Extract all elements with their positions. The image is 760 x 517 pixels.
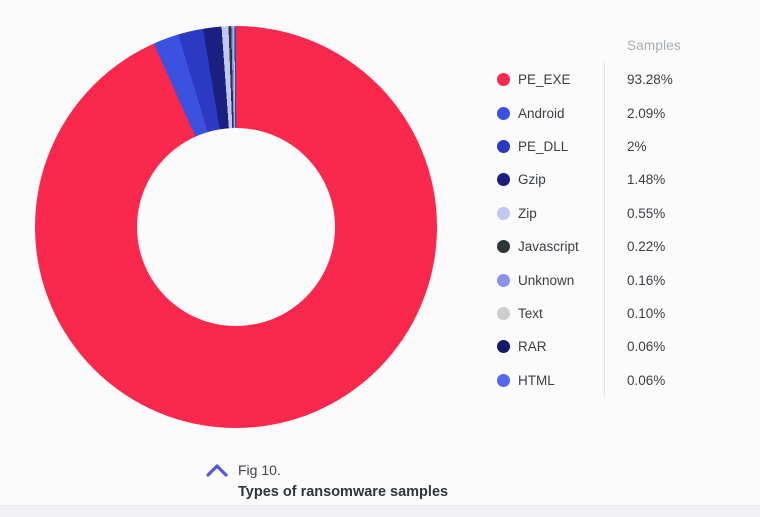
legend-value: 0.06% [627, 372, 666, 388]
legend-divider [604, 62, 605, 398]
legend-row[interactable]: Android 2.09% [497, 96, 747, 129]
legend-label: HTML [518, 372, 555, 388]
legend-label: Text [518, 305, 543, 321]
legend-value: 2% [627, 138, 647, 154]
legend-value: 93.28% [627, 72, 673, 88]
legend-label: Gzip [518, 172, 546, 188]
legend-value: 0.06% [627, 339, 666, 355]
figure-number: Fig 10. [238, 462, 281, 478]
legend-panel: Samples PE_EXE 93.28% Android 2.09% PE_D… [490, 32, 760, 407]
legend-swatch-icon [497, 106, 510, 120]
legend-row[interactable]: PE_EXE 93.28% [497, 63, 747, 96]
figure-title: Types of ransomware samples [238, 484, 449, 500]
legend-swatch-icon [497, 139, 510, 153]
legend-row[interactable]: PE_DLL 2% [497, 130, 747, 163]
legend-swatch-icon [497, 306, 510, 320]
legend-label: Zip [518, 205, 537, 221]
legend-row[interactable]: HTML 0.06% [497, 364, 747, 397]
page-bottom-divider [0, 505, 760, 517]
legend-row[interactable]: Javascript 0.22% [497, 230, 747, 263]
legend-label: RAR [518, 339, 547, 355]
legend-value: 0.55% [627, 205, 666, 221]
legend-value: 2.09% [627, 105, 666, 121]
legend-row[interactable]: Gzip 1.48% [497, 163, 747, 196]
legend-header: Samples [627, 38, 681, 53]
legend-swatch-icon [497, 340, 510, 354]
legend-row[interactable]: Unknown 0.16% [497, 263, 747, 296]
legend-label: Javascript [518, 239, 579, 255]
legend-label: Unknown [518, 272, 575, 288]
legend-swatch-icon [497, 240, 510, 254]
legend-value: 0.16% [627, 272, 666, 288]
legend-row[interactable]: RAR 0.06% [497, 330, 747, 363]
legend-value: 0.10% [627, 305, 666, 321]
legend-swatch-icon [497, 373, 510, 387]
chevron-up-icon[interactable] [205, 463, 229, 478]
legend-swatch-icon [497, 73, 510, 87]
legend-label: PE_DLL [518, 138, 569, 154]
legend-label: Android [518, 105, 565, 121]
legend-swatch-icon [497, 206, 510, 220]
legend-swatch-icon [497, 273, 510, 287]
legend-row[interactable]: Zip 0.55% [497, 197, 747, 230]
legend-row[interactable]: Text 0.10% [497, 297, 747, 330]
chevron-up-glyph [206, 464, 228, 477]
legend-value: 1.48% [627, 172, 666, 188]
legend-swatch-icon [497, 173, 510, 187]
legend-label: PE_EXE [518, 72, 571, 88]
legend-value: 0.22% [627, 239, 666, 255]
donut-hole [137, 128, 335, 326]
donut-chart[interactable] [35, 26, 437, 428]
legend-rows: PE_EXE 93.28% Android 2.09% PE_DLL 2% Gz… [497, 63, 747, 397]
